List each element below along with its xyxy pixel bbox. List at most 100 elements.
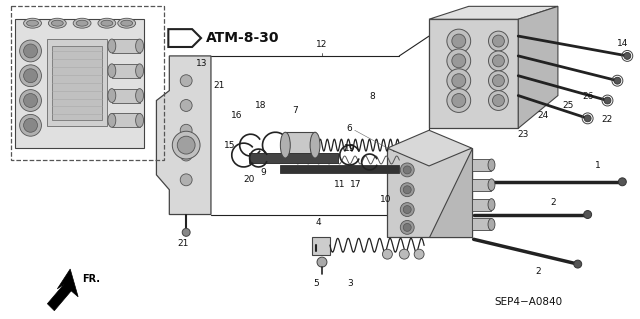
Circle shape: [403, 166, 411, 174]
Bar: [15, 19, 143, 148]
Text: 19: 19: [344, 144, 355, 152]
Circle shape: [452, 93, 466, 108]
Ellipse shape: [488, 219, 495, 230]
Ellipse shape: [108, 89, 116, 102]
Text: 5: 5: [313, 279, 319, 288]
Polygon shape: [156, 56, 211, 214]
Bar: [112, 64, 140, 78]
Bar: [52, 46, 102, 120]
Ellipse shape: [108, 64, 116, 78]
Circle shape: [493, 75, 504, 87]
Polygon shape: [387, 130, 472, 166]
Ellipse shape: [49, 18, 66, 28]
Ellipse shape: [136, 89, 143, 102]
Circle shape: [400, 163, 414, 177]
Circle shape: [180, 149, 192, 161]
Text: 6: 6: [347, 124, 353, 133]
Text: 25: 25: [562, 101, 573, 110]
Polygon shape: [168, 29, 201, 47]
Text: 17: 17: [350, 180, 362, 189]
Circle shape: [24, 118, 38, 132]
Text: 13: 13: [196, 59, 207, 68]
Ellipse shape: [310, 132, 320, 158]
Circle shape: [317, 257, 327, 267]
Ellipse shape: [27, 20, 38, 26]
Ellipse shape: [136, 114, 143, 127]
Text: 26: 26: [582, 92, 593, 100]
Ellipse shape: [280, 132, 291, 158]
Text: FR.: FR.: [82, 274, 100, 284]
Polygon shape: [518, 6, 558, 128]
Bar: [112, 39, 140, 53]
Ellipse shape: [414, 249, 424, 259]
Ellipse shape: [51, 20, 63, 26]
Circle shape: [24, 69, 38, 83]
Circle shape: [180, 100, 192, 111]
Bar: [429, 19, 518, 128]
Text: 2: 2: [535, 267, 541, 276]
Ellipse shape: [108, 39, 116, 53]
Circle shape: [447, 29, 470, 53]
Circle shape: [493, 94, 504, 107]
Text: 4: 4: [316, 219, 321, 227]
Bar: [472, 159, 492, 171]
Circle shape: [584, 211, 591, 219]
Circle shape: [24, 93, 38, 108]
Circle shape: [180, 124, 192, 136]
Text: 21: 21: [177, 239, 189, 248]
Circle shape: [177, 136, 195, 154]
Bar: [312, 237, 330, 255]
Ellipse shape: [488, 179, 495, 191]
Circle shape: [452, 34, 466, 48]
Bar: [112, 89, 140, 102]
Text: SEP4−A0840: SEP4−A0840: [494, 297, 562, 307]
Ellipse shape: [121, 20, 132, 26]
Bar: [387, 148, 472, 237]
Circle shape: [618, 178, 627, 186]
Text: 21: 21: [213, 81, 224, 90]
Circle shape: [180, 75, 192, 87]
Bar: [112, 114, 140, 127]
Circle shape: [447, 69, 470, 93]
Bar: [285, 132, 315, 158]
Circle shape: [614, 77, 621, 84]
Circle shape: [400, 203, 414, 217]
Circle shape: [403, 186, 411, 194]
Polygon shape: [429, 6, 558, 19]
Circle shape: [452, 54, 466, 68]
Ellipse shape: [488, 199, 495, 211]
Circle shape: [20, 90, 42, 111]
Text: 14: 14: [618, 39, 628, 48]
Text: 7: 7: [292, 107, 298, 115]
Text: 1: 1: [595, 161, 600, 170]
Circle shape: [488, 51, 508, 71]
Text: 15: 15: [224, 141, 236, 150]
Polygon shape: [47, 269, 78, 311]
Ellipse shape: [24, 18, 42, 28]
Circle shape: [24, 44, 38, 58]
Circle shape: [400, 220, 414, 234]
Text: 24: 24: [538, 111, 548, 120]
Circle shape: [182, 228, 190, 236]
Ellipse shape: [118, 18, 136, 28]
Circle shape: [172, 131, 200, 159]
Circle shape: [488, 71, 508, 91]
Circle shape: [400, 183, 414, 197]
Text: 23: 23: [518, 130, 529, 139]
Text: 10: 10: [380, 195, 391, 204]
Text: 2: 2: [550, 197, 556, 207]
Ellipse shape: [98, 18, 116, 28]
Circle shape: [488, 91, 508, 110]
Ellipse shape: [136, 39, 143, 53]
Text: 12: 12: [316, 40, 328, 49]
Text: 3: 3: [347, 279, 353, 288]
Bar: [472, 179, 492, 191]
Circle shape: [403, 205, 411, 213]
Bar: [248, 153, 338, 163]
Text: 16: 16: [231, 111, 243, 120]
Circle shape: [574, 260, 582, 268]
Ellipse shape: [383, 249, 392, 259]
Circle shape: [447, 49, 470, 73]
Circle shape: [452, 74, 466, 88]
Polygon shape: [429, 148, 472, 237]
